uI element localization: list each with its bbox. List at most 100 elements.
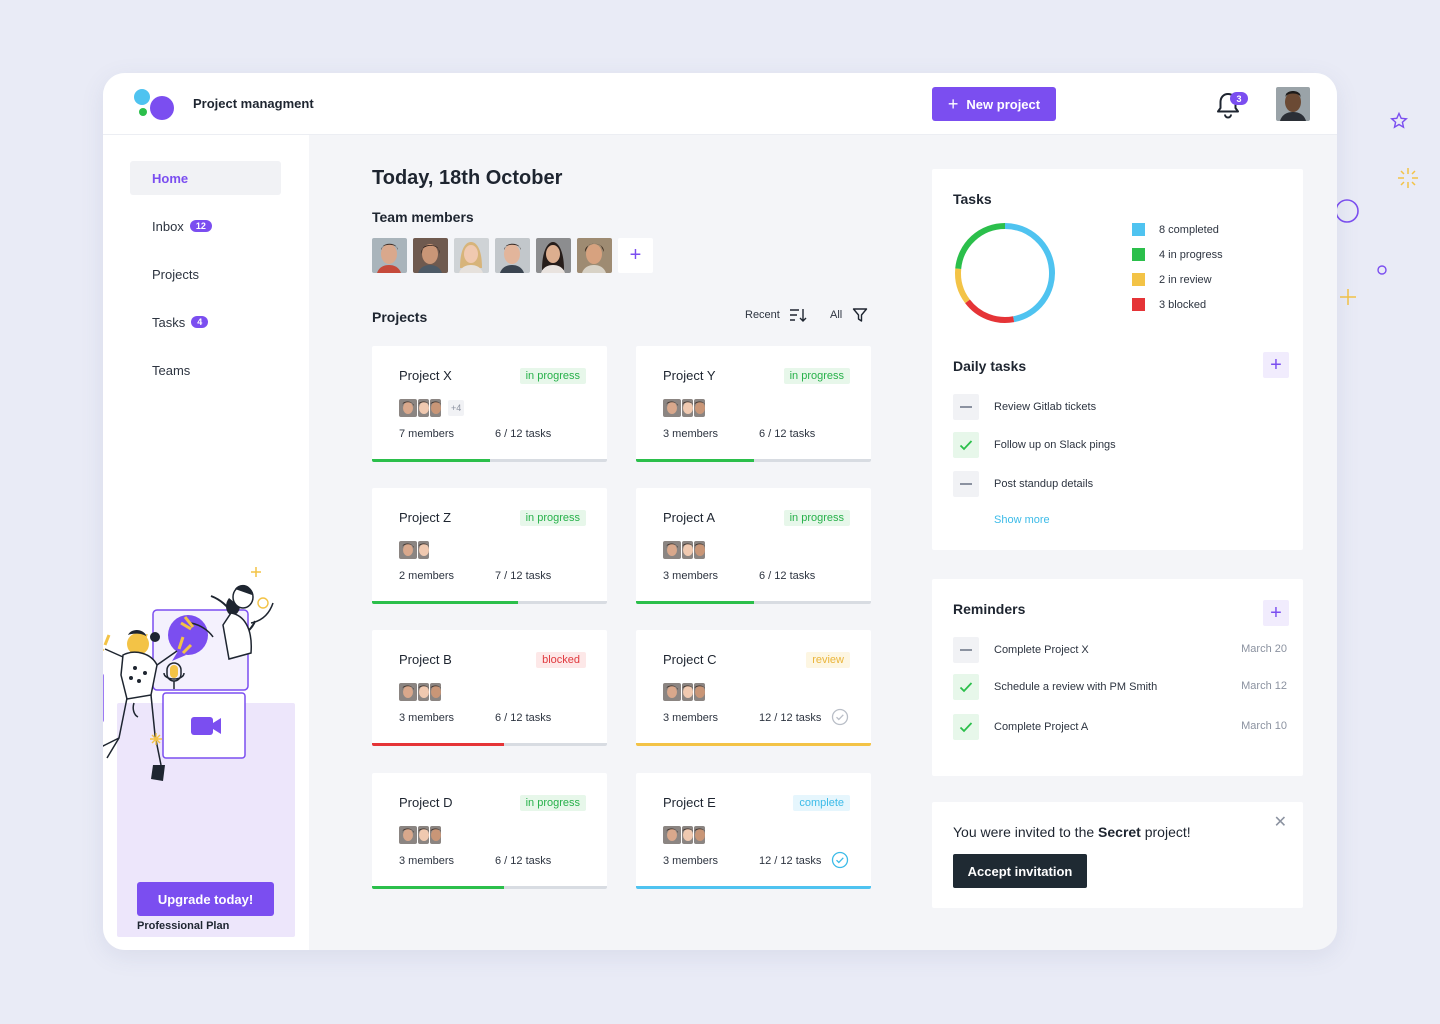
avatar[interactable] [372,238,407,273]
filter-icon[interactable] [852,307,868,323]
inbox-count-badge: 12 [189,220,212,232]
avatar[interactable] [454,238,489,273]
avatar [694,826,705,844]
checkbox[interactable] [953,714,979,740]
sidebar-item-label: Inbox [152,218,184,234]
plus-icon: + [947,94,959,114]
avatar [682,683,693,701]
project-card[interactable]: Project E complete 3 members 12 / 12 tas… [636,773,871,889]
reminders-title: Reminders [953,601,1026,617]
project-card[interactable]: Project Y in progress 3 members 6 / 12 t… [636,346,871,462]
sidebar-item-home[interactable]: Home [130,161,281,195]
avatar [399,399,417,417]
progress-track [636,743,871,746]
task-label: Review Gitlab tickets [994,401,1097,413]
upgrade-button[interactable]: Upgrade today! [137,882,274,916]
project-members-avatars [399,541,430,559]
app-window: Project managment + New project 3 Home I… [103,73,1337,950]
progress-fill [372,459,490,462]
sidebar-item-projects[interactable]: Projects [130,257,281,291]
dash-icon [960,406,972,408]
top-bar: Project managment + New project 3 [103,73,1337,135]
project-members-count: 3 members [663,570,719,582]
checkbox[interactable] [953,394,979,420]
sidebar-item-label: Home [152,170,189,186]
task-label: Follow up on Slack pings [994,439,1116,451]
project-members-count: 3 members [399,712,455,724]
daily-task-item[interactable]: Post standup details [953,471,1093,497]
dot-ring-icon [1377,265,1387,275]
invite-text-before: You were invited to the [953,824,1099,840]
project-card[interactable]: Project X in progress +4 7 members 6 / 1… [372,346,607,462]
project-name: Project B [399,652,452,667]
project-card[interactable]: Project A in progress 3 members 6 / 12 t… [636,488,871,604]
user-avatar[interactable] [1276,87,1310,121]
avatar [682,826,693,844]
project-card[interactable]: Project C review 3 members 12 / 12 tasks [636,630,871,746]
project-name: Project D [399,795,453,810]
avatar[interactable] [413,238,448,273]
progress-track [372,886,607,889]
progress-track [636,886,871,889]
project-members-count: 3 members [663,712,719,724]
project-members-avatars [663,683,706,701]
tasks-panel: Tasks 8 completed 4 in progress 2 in revie… [932,169,1303,550]
reminder-item[interactable]: Complete Project X [953,637,1089,663]
project-name: Project A [663,510,716,525]
dash-icon [960,649,972,651]
filter-label[interactable]: All [830,309,843,321]
invite-text-after: project! [1140,824,1191,840]
donut-slice [955,223,1006,270]
progress-fill [636,743,871,746]
sidebar-item-teams[interactable]: Teams [130,353,281,387]
progress-track [636,459,871,462]
status-badge: in progress [783,510,850,526]
check-icon [959,440,973,451]
progress-fill [636,601,754,604]
checkbox[interactable] [953,432,979,458]
avatar[interactable] [536,238,571,273]
avatar[interactable] [577,238,612,273]
reminder-item[interactable]: Complete Project A [953,714,1088,740]
checkbox[interactable] [953,637,979,663]
project-tasks-count: 6 / 12 tasks [495,712,552,724]
project-card[interactable]: Project D in progress 3 members 6 / 12 t… [372,773,607,889]
project-tasks-count: 12 / 12 tasks [759,712,822,724]
checkbox[interactable] [953,674,979,700]
project-card[interactable]: Project Z in progress 2 members 7 / 12 t… [372,488,607,604]
new-project-button[interactable]: + New project [932,87,1056,121]
ring-icon [1335,199,1359,223]
reminder-item[interactable]: Schedule a review with PM Smith [953,674,1157,700]
daily-task-item[interactable]: Follow up on Slack pings [953,432,1116,458]
project-tasks-count: 6 / 12 tasks [759,570,816,582]
add-daily-task-button[interactable]: + [1263,352,1289,378]
extra-members-count: +4 [448,400,465,416]
sidebar-item-inbox[interactable]: Inbox 12 [130,209,281,243]
sidebar-item-tasks[interactable]: Tasks 4 [130,305,281,339]
avatar [694,541,705,559]
legend-swatch [1132,273,1145,286]
project-card[interactable]: Project B blocked 3 members 6 / 12 tasks [372,630,607,746]
dash-icon [960,483,972,485]
checkbox[interactable] [953,471,979,497]
project-members-count: 2 members [399,570,455,582]
add-reminder-button[interactable]: + [1263,600,1289,626]
accept-invitation-button[interactable]: Accept invitation [953,854,1087,888]
avatar[interactable] [495,238,530,273]
show-more-link[interactable]: Show more [994,514,1050,526]
status-badge: in progress [519,510,586,526]
avatar [418,399,429,417]
sort-icon[interactable] [789,307,807,323]
daily-task-item[interactable]: Review Gitlab tickets [953,394,1096,420]
close-icon[interactable]: ✕ [1273,814,1287,831]
avatar [399,683,417,701]
tasks-panel-title: Tasks [953,191,992,207]
add-member-button[interactable]: + [618,238,653,273]
project-name: Project X [399,368,452,383]
plus-deco-icon [1340,289,1356,305]
legend-label: 3 blocked [1159,298,1207,311]
sort-label[interactable]: Recent [745,309,780,321]
project-members-count: 3 members [663,428,719,440]
new-project-label: New project [966,96,1041,112]
project-tasks-count: 6 / 12 tasks [759,428,816,440]
